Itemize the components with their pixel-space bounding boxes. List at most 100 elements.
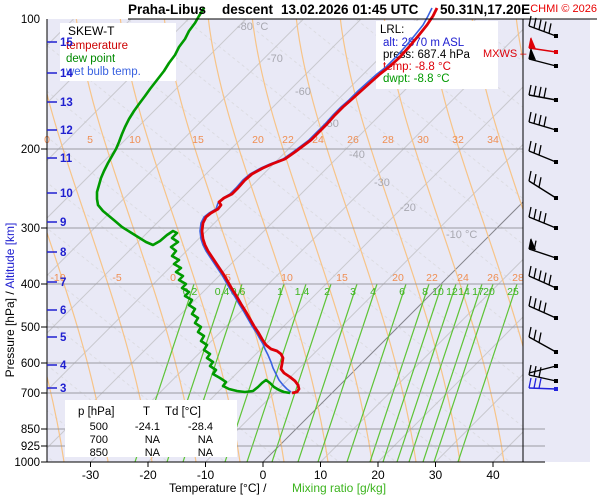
isotherm-label: -10 °C	[446, 229, 477, 241]
pressure-tick-label: 500	[21, 322, 40, 334]
x-axis-title: Temperature [°C] / Mixing ratio [g/kg]	[169, 481, 386, 495]
mixing-ratio-label: 1	[277, 286, 283, 298]
wind-barb	[528, 377, 558, 391]
dry-adiabat-label: -5	[112, 272, 121, 284]
dry-adiabat-label: 10	[129, 134, 141, 146]
pressure-tick-label: 1000	[14, 457, 40, 469]
wind-barb-staff	[528, 387, 557, 390]
isotherm-line	[47, 19, 304, 277]
wind-barb-feather	[528, 140, 532, 152]
wind-barb-feather	[528, 295, 532, 307]
altitude-tick-label: 15	[60, 37, 73, 49]
dry-adiabat-label: 24	[457, 272, 469, 284]
plot-background	[47, 19, 590, 462]
lrl-dewpoint: dwpt: -8.8 °C	[383, 73, 450, 85]
wind-barb-feather	[543, 212, 547, 224]
moist-adiabat-line	[47, 364, 169, 462]
wind-barb	[528, 238, 558, 260]
wind-barb-feather	[533, 208, 537, 220]
wind-barb-feather	[533, 85, 537, 97]
dry-adiabat-label: 26	[487, 272, 499, 284]
isotherm-label: -20	[400, 202, 416, 214]
altitude-tick-label: 7	[60, 277, 66, 289]
wind-barb	[528, 206, 558, 230]
legend-item-dew-point: dew point	[66, 53, 116, 65]
mixing-ratio-label: 20	[483, 286, 495, 298]
altitude-tick-label: 3	[60, 383, 66, 395]
isotherm-line	[262, 201, 523, 462]
sounding-type: descent	[222, 2, 274, 17]
axis-ticks: -30 -20 -10 0 10 20 30 401002003004005006007008…	[14, 14, 500, 482]
wind-barb-feather	[533, 174, 537, 185]
mixing-ratio-label: 8	[422, 286, 428, 298]
x-axis-tick-label: 0	[260, 468, 267, 482]
y-axis-title-altitude: Altitude [km]	[3, 223, 17, 289]
mixing-ratio-line	[317, 283, 378, 462]
dry-adiabat-label: 22	[426, 272, 438, 284]
wind-barb-feather	[528, 326, 532, 338]
moist-adiabat-line	[183, 19, 523, 291]
wind-barb-feather	[538, 332, 542, 343]
moist-adiabat-line	[47, 181, 397, 462]
mixing-ratio-label: 17	[472, 286, 484, 298]
wind-barb-feather	[538, 378, 542, 389]
mixing-ratio-line	[457, 283, 518, 462]
wind-barb-feather	[528, 364, 532, 376]
dry-adiabat-label: 5	[87, 134, 93, 146]
wind-barb-staff	[528, 47, 557, 53]
mixing-ratio-line	[246, 283, 307, 462]
wind-barb-feather	[548, 23, 552, 34]
table-cell: NA	[145, 447, 161, 459]
altitude-tick-label: 12	[60, 125, 73, 137]
wind-barb	[528, 111, 558, 132]
dry-adiabat-label: 20	[392, 272, 404, 284]
curve-layer	[95, 7, 439, 395]
isotherm-line	[47, 19, 132, 104]
lrl-heading: LRL:	[380, 24, 404, 36]
isotherm-line	[147, 86, 523, 462]
x-axis-tick-label: 10	[314, 468, 328, 482]
lrl-temperature: temp: -8.8 °C	[383, 61, 451, 73]
table-cell: -24.1	[135, 421, 160, 433]
isotherm-label: -60	[295, 86, 311, 98]
dry-adiabat-label: 32	[452, 134, 464, 146]
pressure-tick-label: 700	[21, 388, 40, 400]
moist-adiabat-line	[47, 318, 226, 462]
wind-barb-feather	[538, 114, 542, 126]
wind-barb-feather	[528, 377, 532, 389]
pressure-tick-label: 400	[21, 279, 40, 291]
wind-barb-pennant	[529, 37, 536, 49]
dry-adiabat-label: 10	[281, 272, 293, 284]
altitude-tick-label: 6	[60, 305, 66, 317]
y-axis-title: Pressure [hPa] / Altitude [km]	[3, 223, 17, 378]
wind-barb-feather	[533, 365, 537, 377]
level-data-table: p [hPa] T Td [°C] 500 -24.1 -28.4 700 NA…	[65, 400, 237, 459]
legend-heading: SKEW-T	[68, 24, 115, 38]
mixing-ratio-label: 12	[446, 286, 458, 298]
dry-adiabat-label: 34	[487, 134, 499, 146]
wind-barb	[528, 265, 558, 290]
dry-adiabat-label: 30	[417, 134, 429, 146]
station-name: Praha-Libus	[128, 2, 206, 17]
x-axis-tick-label: -10	[197, 468, 215, 482]
mixing-ratio-line	[433, 283, 494, 462]
isotherm-line	[47, 19, 477, 449]
wind-barb-feather	[543, 87, 547, 98]
wind-barb	[528, 170, 558, 200]
altitude-tick-label: 9	[60, 217, 66, 229]
wind-barb-column	[528, 15, 558, 391]
wind-barb-feather	[538, 19, 542, 30]
wind-barb	[528, 84, 558, 102]
wind-barb-feather	[533, 329, 537, 340]
wind-barb	[528, 15, 558, 38]
wind-barb-feather	[538, 86, 542, 97]
svg-text:Pressure [hPa] /: Pressure [hPa] / Altitude [km]	[3, 223, 17, 378]
wind-barb-pennant	[529, 238, 536, 250]
grid-label-layer: -80 °C-70-60-50-40-30-20-10 °C0510152022…	[44, 21, 524, 298]
legend-item-temperature: temperature	[66, 40, 128, 52]
mixing-ratio-label: 25	[507, 286, 519, 298]
moist-adiabat-line	[47, 273, 283, 462]
wind-barb-feather	[548, 274, 552, 286]
table-header-t: T	[143, 406, 150, 418]
